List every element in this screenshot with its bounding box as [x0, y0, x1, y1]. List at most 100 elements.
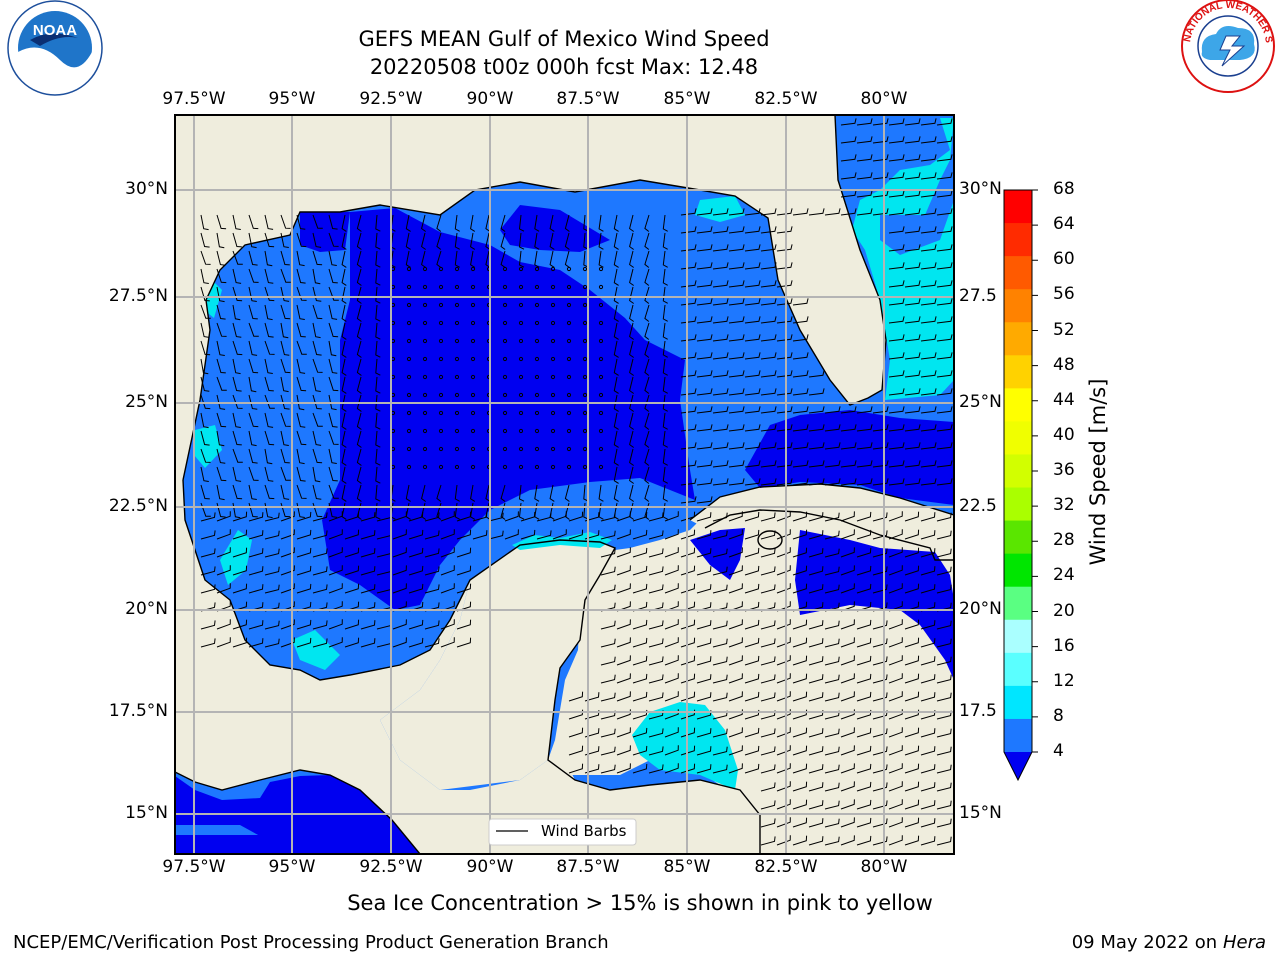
colorbar-tick-label: 60 [1053, 249, 1075, 270]
wind-barb [613, 322, 619, 340]
wind-barb [760, 530, 776, 540]
wind-barb [776, 655, 791, 666]
wind-calm-marker [406, 410, 412, 416]
wind-calm-marker [502, 428, 508, 434]
wind-barb [712, 548, 728, 558]
wind-barb [583, 232, 589, 250]
wind-barb [904, 583, 920, 594]
wind-barb [840, 817, 855, 828]
wind-barb [341, 214, 347, 232]
colorbar-segment [1004, 289, 1032, 323]
wind-calm-marker [534, 428, 540, 434]
ocean-field-8-12-tx2 [194, 425, 222, 468]
wind-barb [936, 406, 953, 414]
wind-barb [888, 781, 903, 792]
wind-barb [712, 406, 729, 414]
wind-barb [644, 394, 650, 412]
wind-barb [296, 637, 312, 648]
wind-calm-marker [566, 302, 572, 308]
wind-barb [856, 190, 873, 198]
wind-barb [280, 529, 295, 540]
wind-barb [248, 394, 258, 410]
wind-barb [792, 352, 809, 360]
footer-date: 09 May 2022 on Hera [1072, 932, 1266, 953]
wind-barb [680, 370, 697, 378]
wind-barb [440, 565, 455, 576]
wind-barb [248, 638, 264, 648]
lat-tick-left: 22.5°N [108, 496, 168, 516]
wind-barb [808, 460, 825, 468]
wind-barb [662, 412, 668, 430]
wind-barb [200, 322, 210, 338]
wind-barb [760, 424, 777, 432]
wind-barb [500, 232, 506, 250]
wind-barb [776, 442, 793, 450]
wind-barb [856, 529, 872, 540]
wind-barb [888, 637, 903, 648]
lat-tick-left: 20°N [125, 599, 168, 619]
colorbar-tick-label: 52 [1053, 319, 1075, 340]
wind-barb [648, 548, 664, 558]
wind-calm-marker [518, 464, 524, 470]
wind-barb [760, 584, 776, 594]
wind-barb [824, 478, 841, 486]
wind-barb [680, 262, 697, 270]
wind-barb [904, 370, 921, 378]
wind-barb [856, 406, 873, 414]
wind-calm-marker [598, 464, 604, 470]
wind-barb [856, 763, 872, 774]
wind-barb [264, 430, 275, 446]
wind-barb [824, 656, 840, 666]
wind-barb [744, 565, 760, 576]
wind-barb [344, 547, 360, 558]
wind-barb [872, 656, 888, 666]
wind-calm-marker [406, 428, 412, 434]
wind-barb [232, 565, 248, 576]
wind-barb [296, 448, 305, 465]
colorbar-segment [1004, 421, 1032, 455]
wind-barb [744, 691, 760, 702]
wind-barb [936, 638, 952, 648]
wind-barb [824, 746, 840, 756]
wind-barb [840, 655, 855, 666]
wind-barb [356, 466, 362, 484]
wind-barb [312, 232, 322, 248]
wind-calm-marker [582, 338, 588, 344]
wind-barb [808, 692, 824, 702]
wind-barb [613, 376, 619, 394]
wind-barb [744, 208, 761, 216]
wind-barb [680, 727, 696, 738]
wind-barb [808, 424, 825, 432]
wind-barb [872, 118, 889, 126]
wind-barb [408, 529, 424, 540]
wind-barb [824, 406, 841, 414]
wind-barb [616, 745, 631, 756]
wind-calm-marker [454, 320, 460, 326]
wind-barb [760, 800, 776, 810]
wind-barb [680, 547, 696, 558]
wind-barb [888, 460, 905, 468]
wind-barb [341, 232, 347, 250]
wind-barb [856, 727, 872, 738]
wind-barb [216, 565, 231, 576]
wind-barb [888, 583, 903, 594]
wind-barb [613, 484, 619, 502]
wind-calm-marker [422, 320, 428, 326]
wind-barb [776, 781, 791, 792]
lon-tick-bottom: 85°W [663, 857, 711, 877]
wind-barb [824, 674, 840, 684]
wind-barb [341, 286, 347, 304]
wind-barb [776, 727, 791, 738]
wind-barb [456, 565, 472, 576]
wind-barb [856, 745, 872, 756]
wind-barb [920, 388, 937, 396]
wind-barb [280, 583, 295, 594]
wind-barb [712, 226, 729, 234]
wind-barb [341, 394, 347, 412]
wind-barb [888, 208, 905, 216]
wind-barb [824, 584, 840, 594]
wind-barb [824, 638, 840, 648]
wind-calm-marker [438, 284, 444, 290]
wind-barb [200, 340, 211, 356]
wind-barb [421, 250, 426, 268]
